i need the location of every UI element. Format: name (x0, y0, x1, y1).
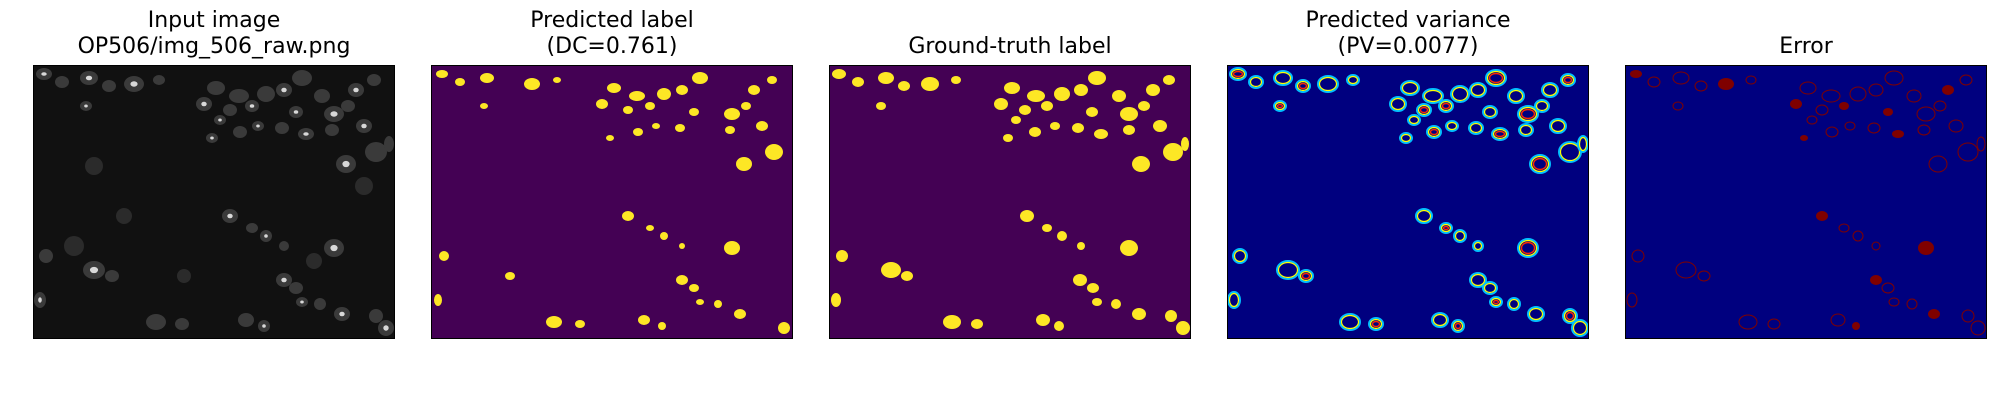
ground-truth-label-map (830, 66, 1190, 338)
error-map (1626, 66, 1986, 338)
predicted-label-map (432, 66, 792, 338)
title-line-1: Predicted label (530, 8, 694, 33)
title-line-2: (DC=0.761) (546, 34, 678, 59)
panel-title: Predicted variance (PV=0.0077) (1187, 8, 1629, 60)
title-line-2: (PV=0.0077) (1337, 34, 1479, 59)
input-image (34, 66, 394, 338)
image-frame-input (33, 65, 395, 339)
title-line-2: OP506/img_506_raw.png (77, 34, 351, 59)
image-frame-variance (1227, 65, 1589, 339)
title-line-2: Ground-truth label (908, 34, 1112, 59)
title-line-1 (1585, 8, 2000, 34)
panel-title: Error (1585, 8, 2000, 60)
panel-title: Ground-truth label (789, 8, 1231, 60)
title-line-2: Error (1779, 34, 1833, 59)
variance-heatmap (1228, 66, 1588, 338)
panel-title: Input image OP506/img_506_raw.png (0, 8, 435, 60)
image-frame-ground-truth (829, 65, 1191, 339)
image-frame-error (1625, 65, 1987, 339)
image-frame-predicted-label (431, 65, 793, 339)
title-line-1: Input image (147, 8, 281, 33)
title-line-1 (789, 8, 1231, 34)
panel-error: Error (1625, 0, 1987, 400)
panel-ground-truth-label: Ground-truth label (829, 0, 1191, 400)
panel-predicted-variance: Predicted variance (PV=0.0077) (1227, 0, 1589, 400)
panel-input-image: Input image OP506/img_506_raw.png (33, 0, 395, 400)
panel-title: Predicted label (DC=0.761) (391, 8, 833, 60)
title-line-1: Predicted variance (1305, 8, 1511, 33)
panel-predicted-label: Predicted label (DC=0.761) (431, 0, 793, 400)
